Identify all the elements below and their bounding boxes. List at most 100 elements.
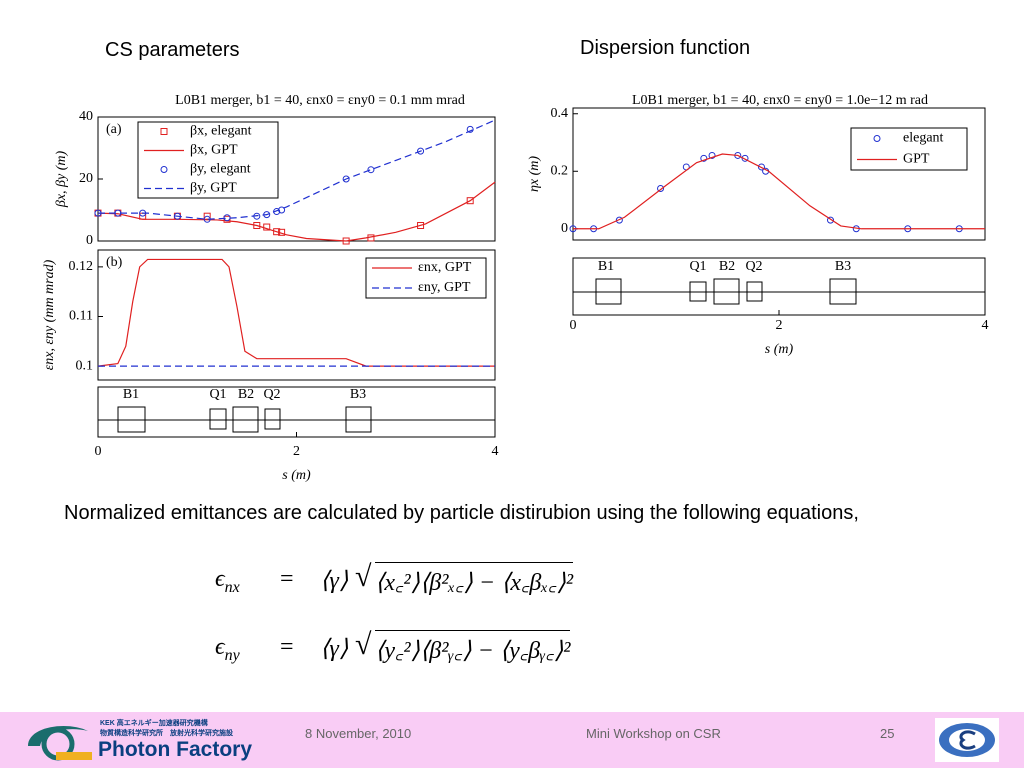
legend-box [365, 257, 487, 299]
eq-sign: = [280, 566, 294, 592]
legend-swatch [160, 166, 168, 173]
logo-e [959, 730, 976, 750]
legend-label: βy, GPT [190, 181, 237, 196]
y-axis-label: βx, βy (m) [54, 151, 69, 209]
eq-lhs: ϵ [215, 634, 225, 660]
plot-frame [572, 107, 986, 241]
legend-label: elegant [903, 131, 944, 146]
lattice-label: B1 [123, 387, 139, 402]
logo-mark [28, 726, 92, 761]
y-tick-label: 0.2 [551, 163, 569, 178]
org-line: 物質構造科学研究所 放射光科学研究施設 [100, 730, 233, 737]
eq-sub: nx [224, 578, 240, 596]
heading: CS parameters [105, 39, 240, 61]
logo-swoosh [28, 726, 88, 746]
x-tick-label: 0 [95, 444, 102, 459]
magnet [264, 408, 281, 430]
event: Mini Workshop on CSR [586, 726, 721, 741]
series-line [573, 153, 985, 230]
org-line: KEK 高エネルギー加速器研究機構 [100, 720, 208, 727]
x-tick-label: 2 [776, 318, 783, 333]
lattice-label: B3 [350, 387, 366, 402]
legend-label: βx, elegant [190, 124, 252, 139]
lattice-label: B3 [835, 259, 851, 274]
legend-swatch [160, 128, 168, 135]
series-line [98, 119, 496, 220]
plot-frame [97, 249, 496, 381]
lattice-right [572, 257, 986, 316]
kek-logo [935, 718, 999, 762]
y-axis-label: εnx, εny (mm mrad) [42, 259, 57, 370]
x-axis-label: s (m) [765, 342, 794, 357]
chart-title: L0B1 merger, b1 = 40, εnx0 = εny0 = 0.1 … [175, 93, 465, 108]
marker [223, 214, 231, 222]
y-tick-label: 0 [86, 233, 93, 248]
logo-text: Photon Factory [98, 738, 253, 761]
magnet [746, 281, 763, 302]
legend-label: εny, GPT [418, 280, 471, 295]
magnet [713, 278, 740, 305]
legend-label: βy, elegant [190, 162, 251, 177]
sqrt: √ [355, 628, 372, 661]
panel-label: (b) [106, 255, 123, 270]
x-axis-label: s (m) [282, 468, 311, 483]
y-tick-label: 0 [561, 221, 568, 236]
marker [342, 175, 350, 183]
y-tick-label: 0.11 [69, 309, 93, 324]
lattice-label: B1 [598, 259, 614, 274]
lattice-frame [97, 386, 496, 438]
eq-rhs: ⟨γ⟩ [320, 568, 349, 594]
y-tick-label: 20 [79, 171, 93, 186]
page-number: 25 [880, 726, 895, 741]
paragraph: Normalized emittances are calculated by … [64, 502, 859, 524]
sqrt: √ [355, 560, 372, 593]
lattice-label: Q2 [745, 259, 762, 274]
chart-title: L0B1 merger, b1 = 40, εnx0 = εny0 = 1.0e… [632, 93, 928, 108]
magnet [345, 406, 372, 433]
equation: ϵnx = ⟨γ⟩ √ ⟨x꜀²⟩⟨β²ₓ꜀⟩ − ⟨x꜀βₓ꜀⟩² [215, 560, 574, 597]
marker [757, 163, 765, 171]
marker [657, 185, 665, 193]
legend-label: εnx, GPT [418, 260, 472, 275]
series-line [97, 181, 496, 242]
lattice-left [97, 386, 496, 438]
lattice-label: Q1 [209, 387, 226, 402]
date: 8 November, 2010 [305, 726, 412, 741]
magnet [829, 278, 857, 305]
lattice-label: Q2 [263, 387, 280, 402]
y-axis-label: ηx (m) [527, 156, 542, 192]
lattice-label: Q1 [689, 259, 706, 274]
lattice-frame [572, 257, 986, 316]
marker [741, 154, 749, 162]
lattice-label: B2 [719, 259, 735, 274]
legend-swatch [873, 135, 881, 142]
y-tick-label: 0.1 [76, 358, 94, 373]
y-tick-label: 0.12 [69, 259, 94, 274]
marker [417, 222, 425, 229]
magnet [689, 281, 707, 302]
eq-lhs: ϵ [215, 566, 225, 592]
marker [417, 147, 425, 155]
marker [615, 216, 623, 224]
panel-label: (a) [106, 122, 122, 137]
marker [700, 154, 708, 162]
legend-label: βx, GPT [190, 143, 238, 158]
equation: ϵny = ⟨γ⟩ √ ⟨y꜀²⟩⟨β²ᵧ꜀⟩ − ⟨y꜀βᵧ꜀⟩² [215, 628, 571, 665]
logo-inner [949, 729, 985, 751]
eq-radicand: ⟨x꜀²⟩⟨β²ₓ꜀⟩ − ⟨x꜀βₓ꜀⟩² [375, 562, 574, 598]
y-tick-label: 40 [79, 109, 93, 124]
marker [273, 228, 281, 236]
magnet [232, 406, 259, 433]
series-line [97, 258, 495, 367]
marker [466, 197, 474, 205]
magnet [117, 406, 146, 433]
y-tick-label: 0.4 [551, 106, 569, 121]
eq-rhs: ⟨γ⟩ [320, 636, 349, 662]
eq-sub: ny [224, 646, 240, 664]
legend-box [850, 127, 968, 171]
heading: Dispersion function [580, 37, 751, 59]
magnet [209, 408, 227, 430]
x-tick-label: 2 [293, 444, 300, 459]
legend-label: GPT [903, 152, 930, 167]
